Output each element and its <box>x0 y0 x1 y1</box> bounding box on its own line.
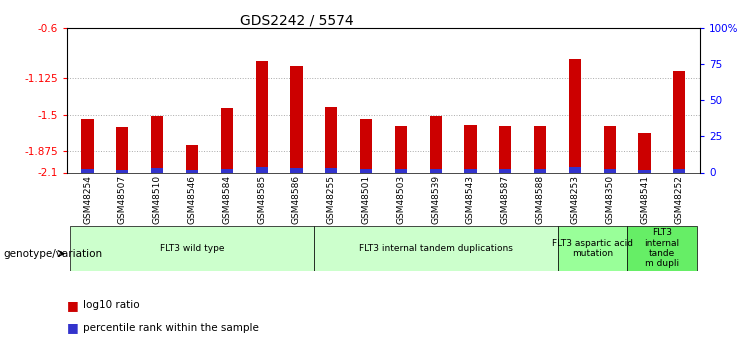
Bar <box>569 167 581 172</box>
Text: ■: ■ <box>67 299 79 312</box>
Bar <box>360 119 372 172</box>
Bar <box>186 146 198 172</box>
Bar <box>290 168 302 172</box>
Bar <box>116 127 128 172</box>
Text: GSM48510: GSM48510 <box>153 175 162 224</box>
Text: ■: ■ <box>67 321 79 334</box>
Text: GSM48584: GSM48584 <box>222 175 231 224</box>
Bar <box>325 168 337 172</box>
Bar <box>151 168 163 172</box>
Bar <box>569 59 581 172</box>
Bar <box>82 169 93 172</box>
Text: FLT3 aspartic acid
mutation: FLT3 aspartic acid mutation <box>552 239 633 258</box>
Text: GSM48507: GSM48507 <box>118 175 127 224</box>
Bar <box>395 169 407 172</box>
Bar <box>290 66 302 172</box>
Bar <box>430 169 442 172</box>
Bar <box>256 61 268 172</box>
Bar <box>221 169 233 172</box>
Text: GSM48585: GSM48585 <box>257 175 266 224</box>
Text: GSM48586: GSM48586 <box>292 175 301 224</box>
Bar <box>499 126 511 172</box>
Text: GDS2242 / 5574: GDS2242 / 5574 <box>239 14 353 28</box>
Bar <box>639 133 651 172</box>
Text: GSM48588: GSM48588 <box>536 175 545 224</box>
Bar <box>395 126 407 172</box>
Bar <box>604 169 616 172</box>
Bar <box>604 126 616 172</box>
FancyBboxPatch shape <box>314 226 557 271</box>
Bar <box>151 117 163 172</box>
Bar <box>499 169 511 172</box>
Text: GSM48253: GSM48253 <box>571 175 579 224</box>
Bar <box>360 169 372 172</box>
Bar <box>534 126 546 172</box>
Text: genotype/variation: genotype/variation <box>4 249 103 258</box>
Text: GSM48501: GSM48501 <box>362 175 370 224</box>
Text: GSM48252: GSM48252 <box>675 175 684 224</box>
Text: FLT3
internal
tande
m dupli: FLT3 internal tande m dupli <box>645 228 679 268</box>
Text: GSM48543: GSM48543 <box>466 175 475 224</box>
Bar <box>534 169 546 172</box>
Bar <box>465 169 476 172</box>
Bar <box>465 125 476 172</box>
Text: percentile rank within the sample: percentile rank within the sample <box>83 323 259 333</box>
FancyBboxPatch shape <box>70 226 314 271</box>
Text: GSM48254: GSM48254 <box>83 175 92 224</box>
Text: GSM48255: GSM48255 <box>327 175 336 224</box>
Bar <box>674 169 685 172</box>
Bar <box>639 170 651 172</box>
Bar <box>325 107 337 172</box>
Text: FLT3 internal tandem duplications: FLT3 internal tandem duplications <box>359 244 513 253</box>
Text: GSM48587: GSM48587 <box>501 175 510 224</box>
FancyBboxPatch shape <box>557 226 627 271</box>
FancyBboxPatch shape <box>627 226 697 271</box>
Text: FLT3 wild type: FLT3 wild type <box>160 244 225 253</box>
Bar <box>430 117 442 172</box>
Text: GSM48539: GSM48539 <box>431 175 440 224</box>
Bar <box>82 119 93 172</box>
Text: GSM48350: GSM48350 <box>605 175 614 224</box>
Bar <box>116 170 128 172</box>
Bar <box>186 170 198 172</box>
Text: GSM48541: GSM48541 <box>640 175 649 224</box>
Bar <box>221 108 233 172</box>
Bar <box>674 71 685 172</box>
Text: GSM48546: GSM48546 <box>187 175 196 224</box>
Bar <box>256 167 268 172</box>
Text: GSM48503: GSM48503 <box>396 175 405 224</box>
Text: log10 ratio: log10 ratio <box>83 300 139 310</box>
